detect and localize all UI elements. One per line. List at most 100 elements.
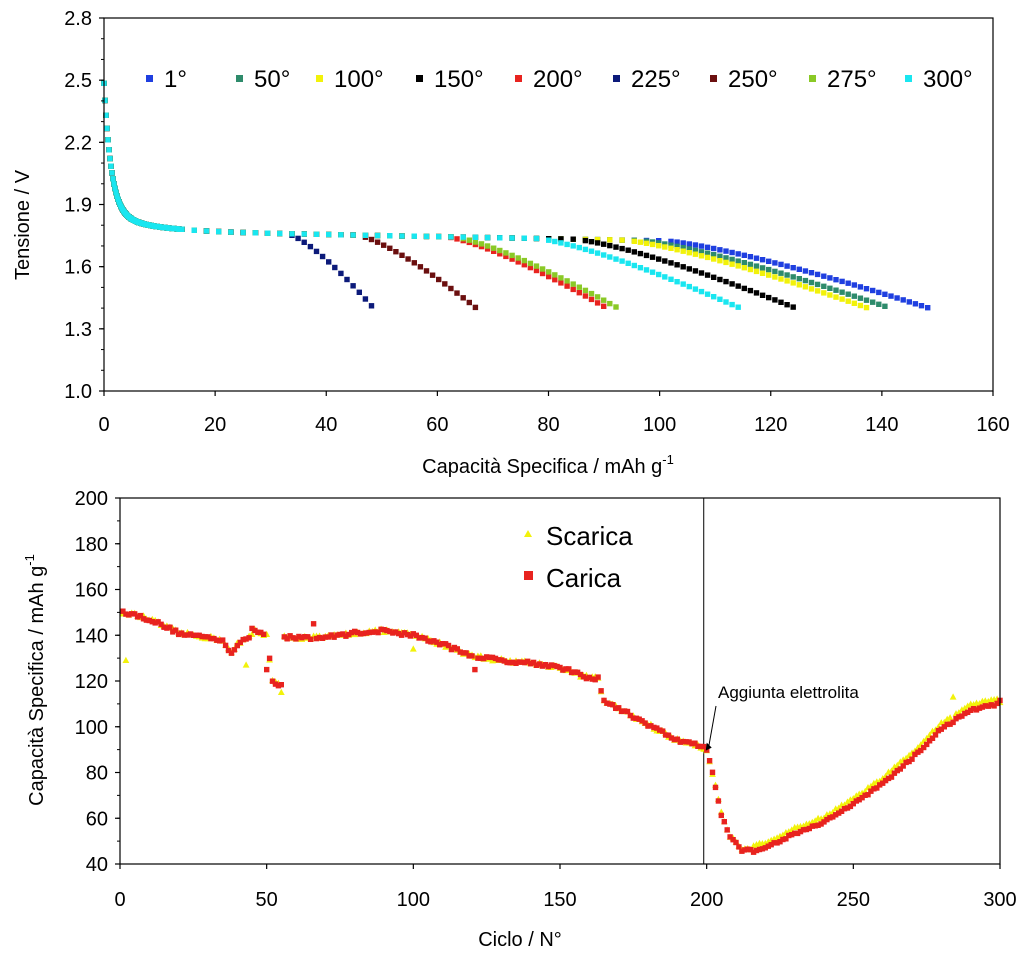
series-3-point-139: [753, 290, 760, 296]
series-0-point-119: [674, 239, 680, 245]
carica-point-159: [583, 675, 590, 682]
carica-point-89: [378, 626, 384, 632]
carica-point-101: [413, 632, 419, 638]
voltage-x-axis-label-sup: -1: [662, 452, 674, 467]
series-8-point-83: [240, 229, 246, 236]
series-8-point-5: [106, 147, 112, 153]
series-0-point-154: [888, 293, 894, 299]
voltage-x-tick-7: 140: [865, 414, 898, 436]
series-8-point-85: [264, 230, 271, 236]
series-2-point-145: [814, 288, 821, 294]
carica-point-77: [343, 633, 349, 639]
carica-point-257: [871, 786, 877, 792]
carica-point-176: [633, 715, 639, 721]
carica-point-41: [237, 639, 243, 646]
voltage-profile-chart: 1° 50° 100° 150° 200° 225° 250° 275° 300° 1.0 1.3…: [12, 8, 1010, 478]
carica-point-283: [947, 721, 953, 727]
carica-point-95: [396, 630, 402, 637]
carica-point-290: [968, 707, 974, 713]
carica-point-188: [668, 735, 675, 741]
series-7-point-117: [558, 275, 564, 281]
series-0-point-152: [876, 289, 882, 296]
series-0-point-141: [808, 270, 815, 276]
series-1-point-124: [692, 247, 699, 254]
carica-point-235: [806, 825, 812, 832]
series-2-point-133: [741, 265, 747, 271]
series-8-point-84: [252, 230, 259, 236]
carica-point-76: [340, 631, 346, 637]
annotation-aggiunta-elettrolita: Aggiunta elettrolita: [718, 683, 859, 702]
carica-point-15: [161, 624, 167, 630]
series-0-point-129: [735, 251, 741, 257]
series-8-point-103: [484, 234, 491, 241]
carica-point-239: [818, 821, 824, 827]
series-6-point-102: [417, 264, 424, 270]
carica-point-65: [308, 636, 314, 642]
series-0-point-147: [845, 280, 851, 286]
series-4-point-101: [454, 236, 460, 242]
carica-point-105: [425, 638, 431, 644]
series-2-point-113: [607, 237, 613, 243]
series-5-point-100: [368, 303, 375, 309]
series-0-point-159: [918, 303, 925, 309]
carica-point-202: [709, 769, 716, 775]
series-2-point-140: [784, 278, 790, 284]
carica-point-177: [636, 716, 642, 722]
cycling-plot-frame: [119, 497, 1001, 865]
series-1-point-149: [845, 291, 851, 297]
series-3-point-120: [637, 250, 644, 257]
carica-point-47: [255, 629, 261, 635]
voltage-y-tick-6: 2.8: [64, 8, 92, 30]
carica-point-190: [674, 736, 680, 742]
carica-point-27: [196, 632, 202, 638]
carica-point-7: [137, 612, 144, 619]
carica-point-256: [868, 788, 874, 794]
legend-marker-2: [316, 75, 323, 82]
series-6-point-100: [405, 256, 411, 262]
carica-point-104: [422, 635, 428, 641]
carica-point-113: [448, 646, 455, 653]
series-8-point-95: [387, 233, 393, 239]
series-8-point-114: [582, 246, 589, 253]
carica-point-61: [296, 633, 302, 640]
carica-point-286: [956, 714, 962, 720]
series-1-point-119: [662, 241, 668, 247]
legend-label-0: 1°: [164, 66, 187, 93]
voltage-x-tick-5: 100: [643, 414, 676, 436]
series-2-point-130: [723, 259, 729, 266]
carica-point-278: [932, 732, 939, 738]
carica-point-31: [208, 635, 214, 642]
carica-point-199: [701, 743, 707, 750]
carica-point-70: [322, 634, 328, 640]
carica-point-80: [352, 628, 358, 635]
carica-point-53: [272, 681, 279, 687]
series-0-point-138: [790, 265, 796, 271]
carica-point-97: [401, 630, 408, 636]
series-6-point-106: [442, 281, 448, 287]
series-8-point-119: [613, 256, 619, 262]
series-8-point-100: [448, 234, 454, 240]
series-4-point-106: [484, 246, 491, 252]
carica-point-2: [123, 611, 129, 617]
series-1-point-130: [729, 256, 735, 263]
series-5-point-95: [338, 270, 344, 277]
carica-point-223: [771, 840, 777, 846]
series-3-point-137: [741, 285, 747, 292]
series-0-point-123: [698, 243, 705, 249]
voltage-x-axis-label: Capacità Specifica / mAh g-1: [422, 452, 674, 478]
series-3-point-124: [662, 258, 668, 264]
series-3-point-121: [643, 252, 650, 259]
series-8-point-79: [191, 227, 197, 233]
carica-point-1: [120, 608, 126, 614]
cycling-y-tick-4: 120: [75, 671, 108, 693]
carica-point-157: [577, 671, 584, 678]
carica-point-158: [580, 674, 587, 680]
series-1-point-120: [668, 242, 674, 248]
series-8-point-104: [497, 235, 503, 241]
series-0-point-155: [894, 295, 900, 301]
series-3-point-123: [656, 256, 662, 262]
carica-point-221: [765, 843, 771, 849]
series-8-point-136: [717, 296, 723, 302]
carica-point-48: [258, 629, 264, 636]
series-5-point-91: [313, 248, 320, 255]
